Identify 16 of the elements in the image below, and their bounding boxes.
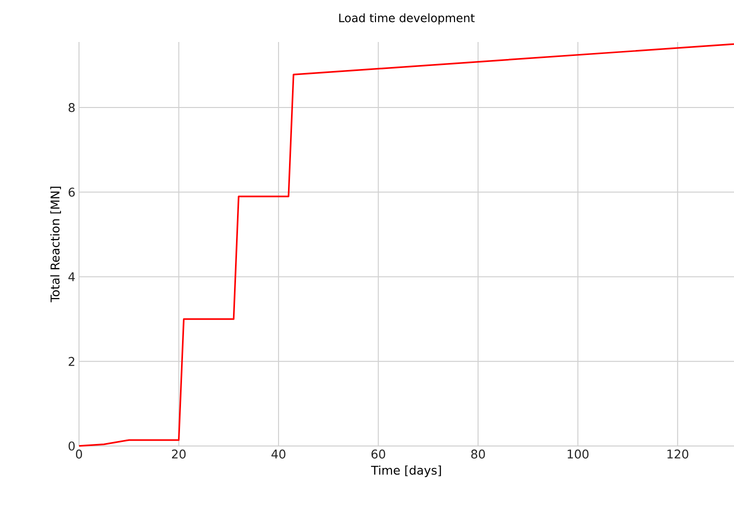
x-tick-label: 40	[271, 450, 286, 459]
x-tick-label: 20	[172, 450, 186, 459]
y-tick-label: 0	[68, 441, 75, 451]
y-tick-label: 6	[68, 188, 75, 197]
x-tick-label: 100	[568, 450, 589, 459]
y-tick-label: 4	[68, 272, 75, 282]
x-tick-label: 0	[76, 450, 82, 459]
y-tick-label: 8	[68, 103, 75, 112]
line-series	[78, 43, 734, 447]
x-axis-title: Time [days]	[371, 465, 441, 478]
x-tick-label: 120	[667, 450, 688, 459]
x-tick-label: 60	[372, 450, 386, 459]
x-tick-label: 80	[471, 450, 485, 459]
y-axis-title: Total Reaction [MN]	[50, 186, 61, 302]
chart-title: Load time development	[339, 13, 475, 24]
y-tick-label: 2	[68, 356, 74, 366]
